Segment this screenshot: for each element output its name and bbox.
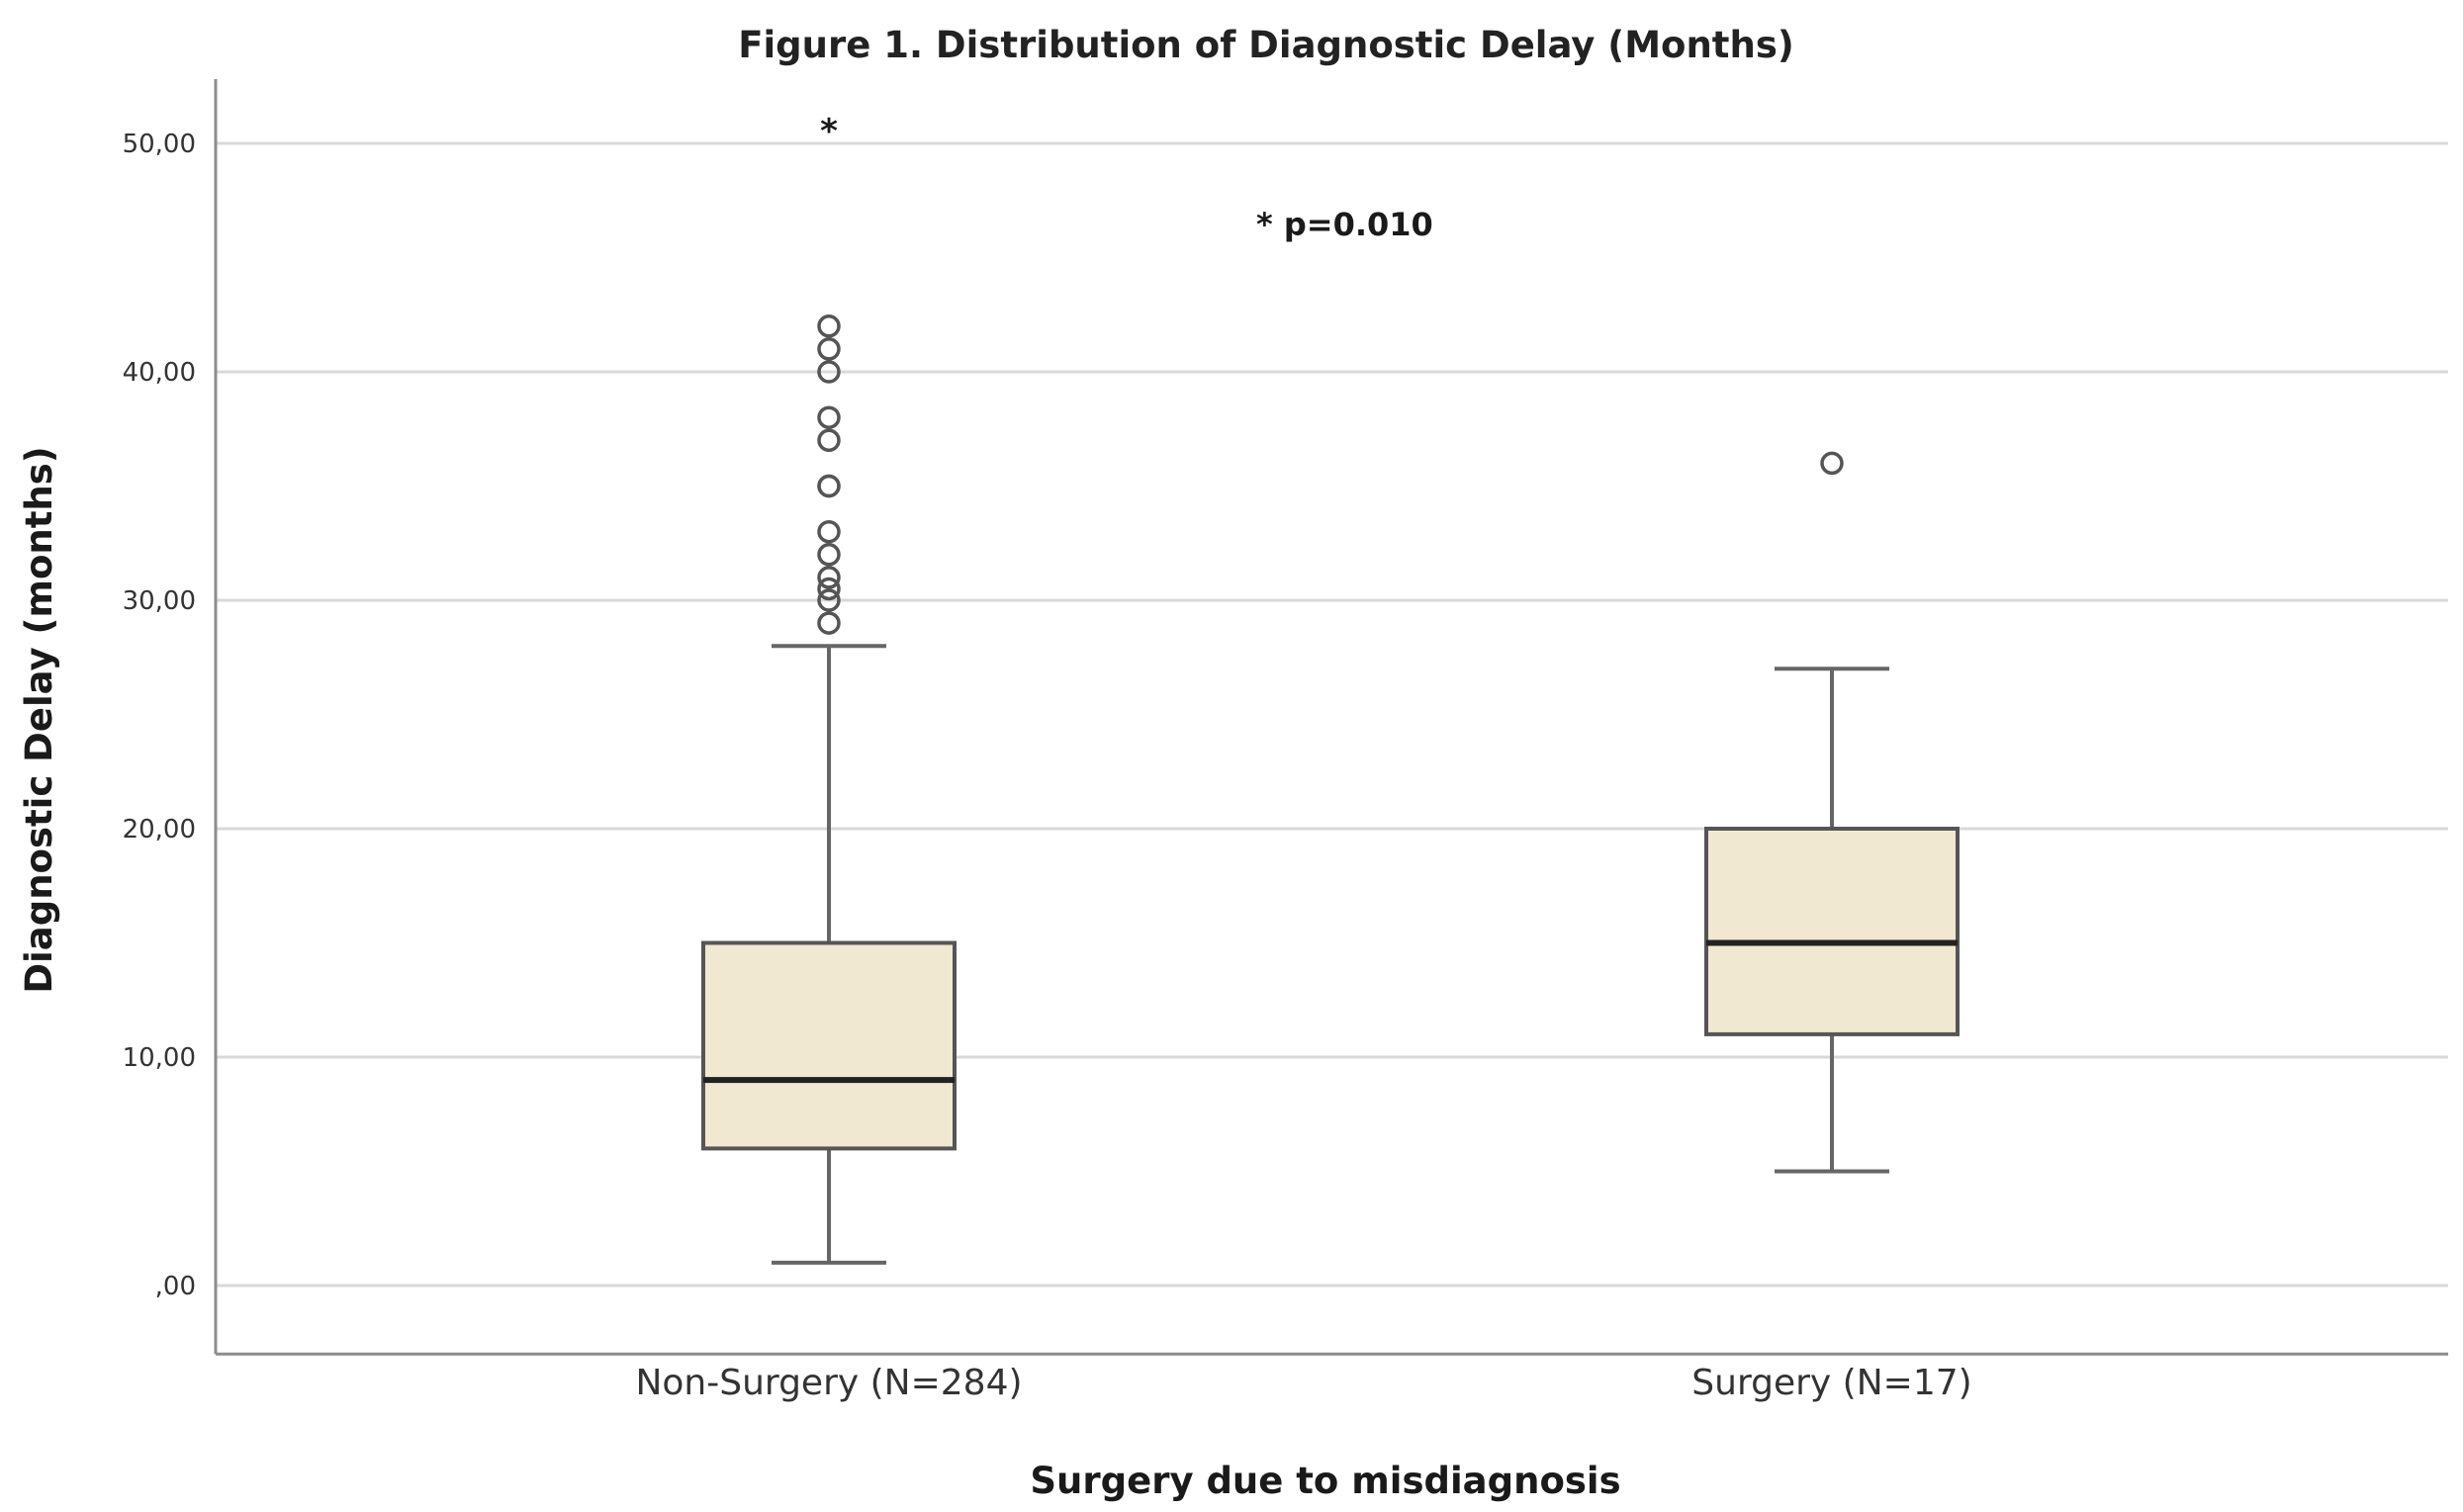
y-tick-label: 50,00	[123, 130, 196, 159]
outlier-point	[817, 314, 841, 338]
box-group	[1704, 451, 1960, 1174]
y-tick-label: ,00	[155, 1272, 196, 1301]
y-tick-label: 30,00	[123, 586, 196, 616]
outlier-point	[817, 360, 841, 384]
x-tick-label: Non-Surgery (N=284)	[635, 1363, 1022, 1403]
outlier-point	[817, 577, 841, 601]
y-tick-labels: ,00 10,00 20,00 30,00 40,00 50,00	[123, 130, 196, 1301]
outlier-point	[1820, 451, 1844, 476]
y-tick-label: 40,00	[123, 358, 196, 388]
p-value-annotation: * p=0.010	[1256, 206, 1433, 243]
extreme-point: *	[820, 112, 838, 151]
iqr-box	[701, 940, 957, 1151]
box-group: *	[701, 112, 957, 1265]
x-axis-label: Surgery due to misdiagnosis	[1030, 1460, 1620, 1502]
gridlines	[216, 141, 2448, 1288]
x-tick-label: Surgery (N=17)	[1691, 1363, 1971, 1403]
outlier-point	[817, 611, 841, 635]
outlier-point	[817, 543, 841, 567]
outlier-point	[817, 566, 841, 589]
y-tick-label: 20,00	[123, 815, 196, 845]
y-tick-label: 10,00	[123, 1043, 196, 1073]
outlier-point	[817, 588, 841, 612]
boxes: *	[701, 112, 1960, 1265]
axes	[214, 79, 2448, 1356]
y-axis-label: Diagnostic Delay (months)	[18, 446, 60, 993]
x-tick-labels: Non-Surgery (N=284) Surgery (N=17)	[635, 1363, 1971, 1403]
outlier-point	[817, 428, 841, 453]
outlier-point	[817, 337, 841, 361]
outlier-point	[817, 405, 841, 429]
chart-title: Figure 1. Distribution of Diagnostic Del…	[738, 24, 1794, 66]
outlier-point	[817, 519, 841, 544]
outlier-point	[817, 474, 841, 498]
iqr-box	[1704, 827, 1960, 1036]
